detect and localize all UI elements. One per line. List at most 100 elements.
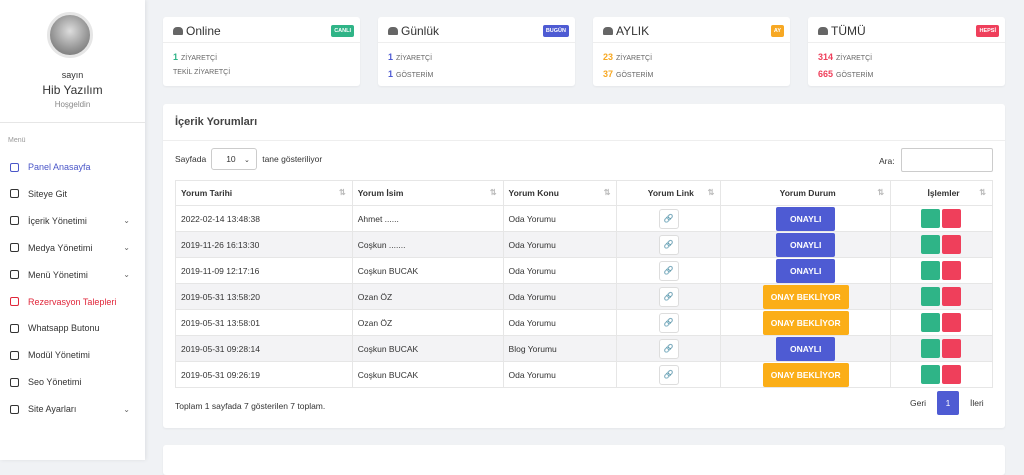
delete-button[interactable]: [941, 365, 961, 384]
edit-button[interactable]: [920, 287, 940, 306]
column-header[interactable]: İşlemler ⇅: [890, 180, 993, 206]
link-button[interactable]: 🔗: [658, 208, 679, 229]
header-text: Yorum Durum: [779, 188, 836, 198]
stat-title: Online: [173, 24, 221, 38]
search-input[interactable]: [901, 148, 993, 172]
delete-button[interactable]: [941, 261, 961, 280]
column-header[interactable]: Yorum İsim ⇅: [351, 180, 504, 206]
edit-button[interactable]: [920, 365, 940, 384]
stat-label: ZİYARETÇİ: [836, 55, 873, 62]
date-cell: 2019-05-31 13:58:01: [175, 309, 353, 336]
status-cell: ONAYLI: [720, 257, 892, 284]
link-cell: 🔗: [616, 283, 722, 310]
stat-title-text: Günlük: [401, 24, 440, 38]
next-card: [163, 445, 1005, 475]
delete-button[interactable]: [941, 313, 961, 332]
length-select[interactable]: 10 ⌄: [211, 148, 258, 170]
header-text: Yorum Tarihi: [181, 188, 233, 198]
link-button[interactable]: 🔗: [658, 338, 679, 359]
delete-button[interactable]: [941, 209, 961, 228]
topic-cell: Oda Yorumu: [502, 231, 618, 258]
comments-card: İçerik Yorumları Sayfada 10 ⌄ tane göste…: [163, 104, 1005, 428]
link-button[interactable]: 🔗: [658, 364, 679, 385]
stat-badge: HEPSİ: [976, 25, 999, 37]
table-row: 2019-11-09 12:17:16 Coşkun BUCAK Oda Yorum…: [175, 257, 993, 284]
stat-value: 1: [388, 69, 394, 79]
length-prefix: Sayfada: [175, 154, 207, 164]
menu-item[interactable]: İçerik Yönetimi ⌄: [10, 211, 138, 231]
link-button[interactable]: 🔗: [658, 286, 679, 307]
prev-button[interactable]: Geri: [910, 398, 927, 408]
status-button[interactable]: ONAYLI: [776, 258, 836, 283]
date-cell: 2019-11-26 16:13:30: [175, 231, 353, 258]
link-button[interactable]: 🔗: [658, 260, 679, 281]
edit-button[interactable]: [920, 339, 940, 358]
link-button[interactable]: 🔗: [658, 312, 679, 333]
status-button[interactable]: ONAYLI: [776, 232, 836, 257]
stat-value: 665: [818, 69, 834, 79]
actions-cell: [890, 283, 993, 310]
actions-cell: [890, 335, 993, 362]
delete-button[interactable]: [941, 287, 961, 306]
date-cell: 2019-05-31 09:28:14: [175, 335, 353, 362]
menu-item[interactable]: Seo Yönetimi: [10, 372, 138, 392]
status-button[interactable]: ONAYLI: [776, 336, 836, 361]
link-cell: 🔗: [616, 205, 722, 232]
stat-badge: AY: [770, 25, 784, 37]
menu-item[interactable]: Whatsapp Butonu: [10, 318, 138, 338]
stat-title-text: AYLIK: [616, 24, 650, 38]
stat-label: ZİYARETÇİ: [616, 55, 653, 62]
stat-line: 1 ZİYARETÇİ: [173, 52, 217, 62]
stat-label: TEKİL ZİYARETÇİ: [173, 69, 231, 76]
edit-button[interactable]: [920, 235, 940, 254]
edit-button[interactable]: [920, 209, 940, 228]
name-cell: Ozan ÖZ: [351, 283, 504, 310]
edit-button[interactable]: [920, 313, 940, 332]
column-header[interactable]: Yorum Konu ⇅: [502, 180, 618, 206]
page-button[interactable]: 1: [937, 391, 959, 415]
menu-item[interactable]: Panel Anasayfa: [10, 157, 138, 177]
status-cell: ONAYLI: [720, 335, 892, 362]
stat-label: GÖSTERİM: [616, 72, 654, 79]
link-button[interactable]: 🔗: [658, 234, 679, 255]
menu-label: Modül Yönetimi: [28, 350, 90, 361]
link-cell: 🔗: [616, 231, 722, 258]
menu-item[interactable]: Modül Yönetimi: [10, 345, 138, 365]
status-button[interactable]: ONAY BEKLİYOR: [762, 284, 849, 309]
link-cell: 🔗: [616, 309, 722, 336]
status-button[interactable]: ONAY BEKLİYOR: [762, 362, 849, 387]
name-cell: Coşkun .......: [351, 231, 504, 258]
menu-item[interactable]: Siteye Git: [10, 184, 138, 204]
topic-cell: Oda Yorumu: [502, 283, 618, 310]
menu-item[interactable]: Menü Yönetimi ⌄: [10, 265, 138, 285]
actions-cell: [890, 361, 993, 388]
column-header[interactable]: Yorum Durum ⇅: [720, 180, 892, 206]
column-header[interactable]: Yorum Tarihi ⇅: [175, 180, 353, 206]
date-cell: 2019-05-31 13:58:20: [175, 283, 353, 310]
stat-title-text: TÜMÜ: [831, 24, 866, 38]
stat-value: 37: [603, 69, 614, 79]
edit-button[interactable]: [920, 261, 940, 280]
header-text: İşlemler: [927, 188, 960, 198]
status-button[interactable]: ONAYLI: [776, 206, 836, 231]
status-button[interactable]: ONAY BEKLİYOR: [762, 310, 849, 335]
stat-card: TÜMÜ HEPSİ 314 ZİYARETÇİ 665 GÖSTERİM: [808, 17, 1005, 86]
greeting: sayın: [61, 70, 84, 80]
date-cell: 2019-05-31 09:26:19: [175, 361, 353, 388]
stat-card: AYLIK AY 23 ZİYARETÇİ 37 GÖSTERİM: [593, 17, 790, 86]
menu-item[interactable]: Site Ayarları ⌄: [10, 399, 138, 419]
name-cell: Coşkun BUCAK: [351, 257, 504, 284]
menu-item[interactable]: Medya Yönetimi ⌄: [10, 238, 138, 258]
menu-item[interactable]: Rezervasyon Talepleri: [10, 292, 138, 312]
table-row: 2022-02-14 13:48:38 Ahmet ...... Oda Yorum…: [175, 205, 993, 232]
length-control: Sayfada 10 ⌄ tane gösteriliyor: [175, 148, 322, 170]
delete-button[interactable]: [941, 339, 961, 358]
name-cell: Ozan ÖZ: [351, 309, 504, 336]
stat-title: AYLIK: [603, 24, 649, 38]
column-header[interactable]: Yorum Link ⇅: [616, 180, 722, 206]
header-text: Yorum İsim: [357, 188, 404, 198]
welcome: Hoşgeldin: [54, 100, 91, 109]
card-title: İçerik Yorumları: [175, 116, 258, 128]
delete-button[interactable]: [941, 235, 961, 254]
next-button[interactable]: İleri: [970, 398, 984, 408]
